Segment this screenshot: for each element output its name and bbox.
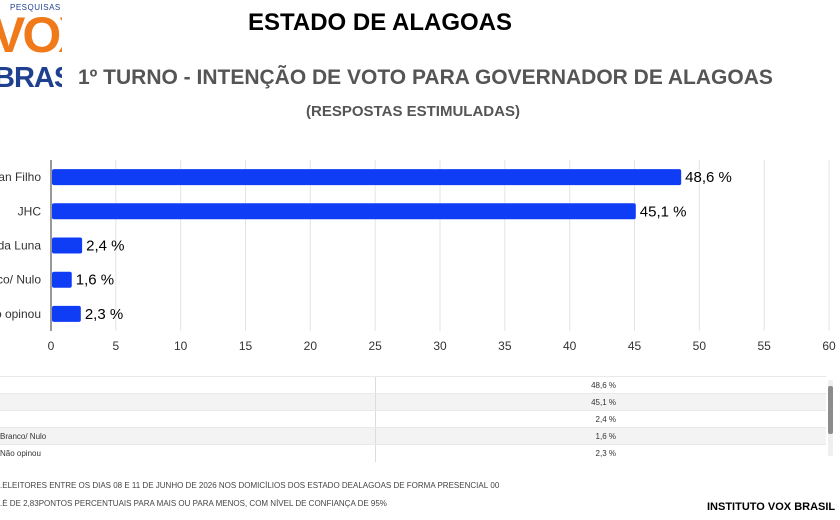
table-cell-name: Branco/ Nulo — [0, 428, 376, 445]
x-tick-label: 0 — [48, 339, 55, 353]
x-tick-label: 15 — [239, 339, 253, 353]
x-tick-label: 25 — [368, 339, 382, 353]
x-tick-label: 30 — [433, 339, 447, 353]
table-cell-name — [0, 411, 376, 428]
x-tick-label: 60 — [822, 339, 836, 353]
bar — [52, 271, 72, 288]
x-tick-label: 20 — [304, 339, 318, 353]
table-row: Branco/ Nulo 1,6 % — [0, 427, 826, 445]
table-cell-value: 2,4 % — [595, 415, 616, 424]
table-cell-name: Não opinou — [0, 445, 376, 462]
data-table: 48,6 % 45,1 % 2,4 % Branco/ Nulo 1,6 % N… — [0, 376, 826, 462]
category-label: nan Filho — [0, 170, 41, 184]
bar-chart: 0 5 10 15 20 25 30 35 40 45 50 55 60 48,6 % nan Filho 4… — [0, 160, 836, 353]
x-tick-label: 10 — [174, 339, 188, 353]
data-label: 45,1 % — [640, 203, 687, 220]
data-label: 2,4 % — [86, 238, 124, 255]
x-tick-label: 50 — [693, 339, 707, 353]
x-tick-label: 35 — [498, 339, 512, 353]
category-label: o opinou — [0, 307, 41, 321]
table-cell-value: 2,3 % — [595, 449, 616, 458]
table-cell-value: 48,6 % — [591, 381, 616, 390]
bar — [52, 169, 682, 186]
vox-brasil-logo: PESQUISAS VOX BRASIL — [0, 0, 62, 96]
table-cell-value: 45,1 % — [591, 398, 616, 407]
table-scrollbar[interactable] — [828, 380, 833, 456]
x-tick-label: 5 — [112, 339, 119, 353]
x-tick-label: 40 — [563, 339, 577, 353]
data-label: 1,6 % — [76, 272, 114, 289]
logo-tagline: PESQUISAS — [10, 3, 61, 12]
footnote-margin: É DE 2,83PONTOS PERCENTUAIS PARA MAIS OU… — [0, 499, 387, 508]
table-cell-name — [0, 394, 376, 411]
x-tick-label: 45 — [628, 339, 642, 353]
page-title: ESTADO DE ALAGOAS — [247, 9, 512, 36]
chart-title: 1º TURNO - INTENÇÃO DE VOTO PARA GOVERNA… — [78, 66, 773, 89]
footnote-sample: 00 ELEITORES ENTRE OS DIAS 08 E 11 DE JU… — [0, 481, 500, 490]
x-tick-label: 55 — [757, 339, 771, 353]
table-cell-name — [0, 377, 376, 394]
table-row: 48,6 % — [0, 376, 826, 394]
table-row: 2,4 % — [0, 410, 826, 428]
scrollbar-thumb[interactable] — [828, 386, 833, 434]
logo-vox: VOX — [0, 7, 62, 63]
table-cell-value: 1,6 % — [595, 432, 616, 441]
bar — [52, 237, 83, 254]
chart-subtitle: (RESPOSTAS ESTIMULADAS) — [306, 103, 520, 120]
table-row: Não opinou 2,3 % — [0, 444, 826, 462]
category-label: anco/ Nulo — [0, 273, 41, 287]
bar — [52, 203, 636, 220]
institute-credit: INSTITUTO VOX BRASIL — [707, 501, 836, 513]
logo-brasil: BRASIL — [0, 62, 62, 94]
table-row: 45,1 % — [0, 393, 826, 411]
category-label: lda Luna — [0, 239, 41, 253]
category-label: JHC — [18, 204, 42, 218]
data-label: 48,6 % — [685, 169, 732, 186]
bar — [52, 305, 81, 322]
data-label: 2,3 % — [85, 306, 123, 323]
